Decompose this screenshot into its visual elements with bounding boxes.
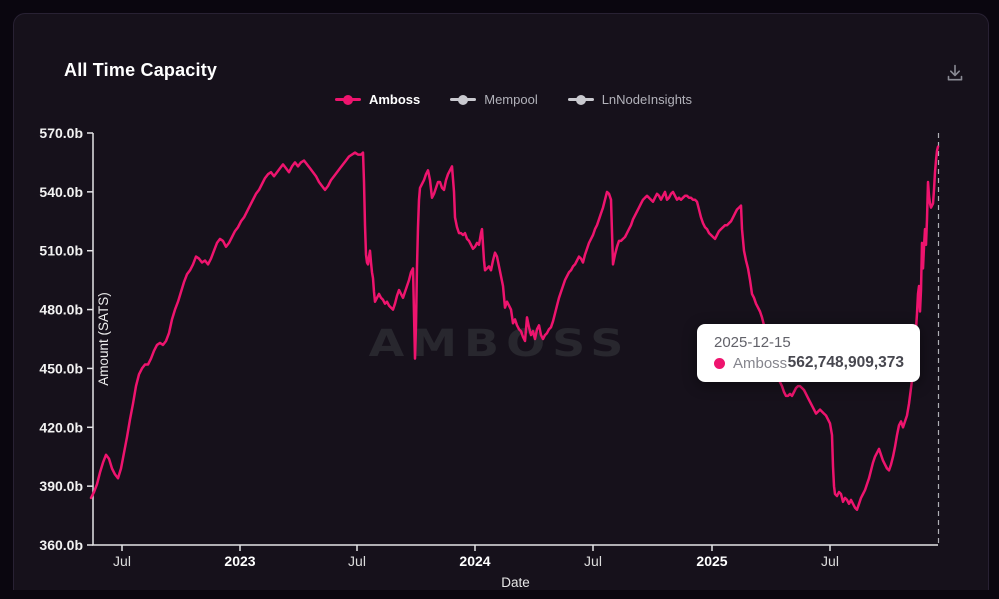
- tooltip-value: 562,748,909,373: [787, 354, 904, 371]
- tooltip-series-dot: [714, 357, 725, 369]
- page-title: All Time Capacity: [64, 60, 218, 80]
- tooltip-date: 2025-12-15: [714, 334, 791, 351]
- legend-marker-amboss: [334, 94, 361, 105]
- legend-marker-mempool: [450, 94, 477, 105]
- legend-label: Mempool: [484, 92, 538, 107]
- chart-legend: Amboss Mempool LnNodeInsights: [14, 92, 999, 107]
- legend-marker-lnnodeinsights: [567, 94, 594, 105]
- legend-item-amboss[interactable]: Amboss: [334, 92, 421, 107]
- legend-item-lnnodeinsights[interactable]: LnNodeInsights: [567, 92, 693, 107]
- legend-label: LnNodeInsights: [601, 92, 693, 107]
- tooltip-series-name: Amboss: [733, 354, 788, 372]
- legend-label: Amboss: [368, 92, 421, 107]
- download-button[interactable]: [940, 58, 970, 88]
- legend-item-mempool[interactable]: Mempool: [450, 92, 538, 107]
- chart-tooltip: 2025-12-15 Amboss 562,748,909,373: [697, 324, 920, 382]
- download-icon: [944, 62, 966, 84]
